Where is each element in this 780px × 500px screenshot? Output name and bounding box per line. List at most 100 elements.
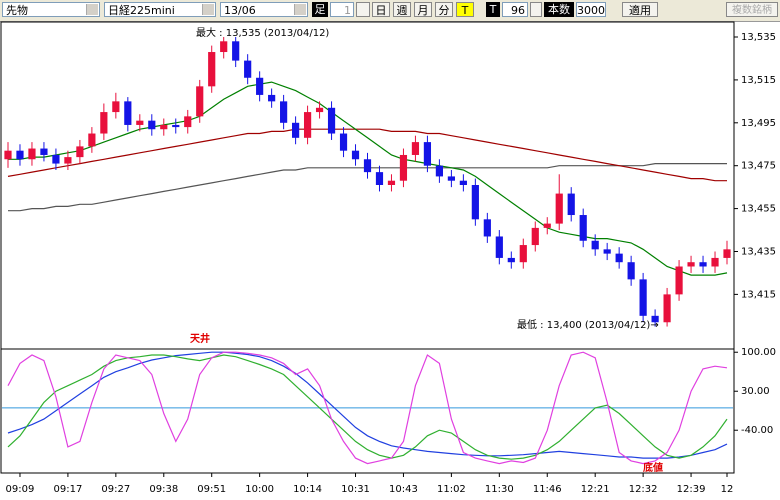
candle-body	[495, 236, 503, 258]
candle-body	[40, 148, 48, 155]
apply-button[interactable]: 適用	[622, 2, 658, 17]
pencil-icon[interactable]	[530, 2, 542, 17]
indicator-line	[7, 351, 728, 459]
y-tick-label: 13,475	[741, 161, 776, 172]
candle-body	[100, 112, 108, 134]
x-tick-label: 11:30	[485, 484, 514, 495]
annotation: 最大 : 13,535 (2013/04/12)	[196, 26, 329, 39]
candle-body	[579, 215, 587, 241]
x-tick-label: 10:14	[293, 484, 322, 495]
candle-body	[244, 60, 252, 78]
period-button[interactable]: T	[456, 2, 474, 17]
candle-body	[711, 257, 719, 267]
candle-body	[64, 157, 72, 164]
count-label: 本数	[544, 2, 574, 17]
candle-body	[603, 249, 611, 254]
candle-body	[723, 249, 731, 258]
candle-body	[351, 150, 360, 160]
candle-body	[423, 142, 432, 166]
candle-body	[675, 266, 683, 295]
plot-frame	[0, 21, 735, 474]
candle-body	[172, 124, 180, 128]
candle-body	[52, 154, 60, 164]
candle-body	[483, 219, 491, 237]
candle-body	[399, 154, 408, 181]
contract-select[interactable]: 13/06	[220, 2, 308, 17]
candle-body	[88, 133, 96, 147]
indicator-line	[7, 128, 727, 182]
indicator-line	[8, 81, 728, 276]
x-tick-label: 11:46	[533, 484, 562, 495]
candle-body	[280, 101, 288, 123]
x-tick-label: 09:09	[6, 484, 35, 495]
x-tick-label: 09:38	[149, 484, 178, 495]
candle-body	[687, 262, 695, 267]
candle-body	[543, 223, 551, 228]
annotation: 底値	[643, 461, 663, 474]
candle-body	[447, 176, 455, 181]
candle-body	[76, 146, 84, 158]
y-tick-label: 13,435	[741, 246, 776, 257]
candle-body	[184, 116, 192, 128]
bar-size[interactable]: 1	[330, 2, 354, 17]
candle-body	[292, 122, 300, 138]
candle-body	[148, 120, 156, 130]
x-tick-label: 09:27	[101, 484, 130, 495]
x-tick-label: 10:00	[245, 484, 274, 495]
candle-body	[411, 142, 420, 155]
market-select[interactable]: 先物	[2, 2, 100, 17]
candle-body	[663, 294, 671, 323]
y-tick-label: 13,415	[741, 289, 776, 300]
candle-body	[196, 86, 204, 117]
y-tick-label: 30.00	[741, 386, 770, 397]
candle-body	[136, 120, 144, 125]
x-tick-label: 09:17	[53, 484, 82, 495]
x-tick-label: 11:02	[437, 484, 466, 495]
period-button[interactable]: 日	[372, 2, 390, 17]
bar-label: 足	[312, 2, 328, 17]
x-tick-label: 12:21	[581, 484, 610, 495]
candle-body	[435, 165, 443, 177]
multi-button[interactable]: 複数銘柄	[726, 2, 778, 17]
candle-body	[327, 107, 336, 134]
product-select[interactable]: 日経225mini	[104, 2, 216, 17]
candle-body	[639, 279, 647, 316]
indicator-line	[7, 351, 728, 465]
period-button[interactable]: 月	[414, 2, 432, 17]
count-value[interactable]: 3000	[576, 2, 606, 17]
candle-body	[567, 193, 575, 216]
candle-body	[363, 159, 372, 173]
candle-body	[699, 262, 707, 267]
candle-body	[627, 262, 635, 280]
candle-body	[256, 77, 264, 95]
x-tick-label: 12:32	[629, 484, 658, 495]
candle-body	[315, 107, 324, 113]
x-tick-label: 12:39	[677, 484, 706, 495]
x-tick-label: 10:31	[341, 484, 370, 495]
candle-body	[303, 112, 312, 138]
candle-body	[651, 315, 659, 323]
candle-body	[124, 101, 132, 125]
candle-body	[232, 41, 240, 61]
candle-body	[16, 150, 24, 160]
candle-body	[519, 245, 527, 263]
tick-label: T	[486, 2, 500, 17]
candle-body	[28, 148, 36, 160]
candle-body	[459, 180, 467, 185]
y-tick-label: 13,515	[741, 75, 776, 86]
y-tick-label: 13,455	[741, 204, 776, 215]
candle-body	[160, 124, 168, 130]
period-button[interactable]: 週	[393, 2, 411, 17]
annotation: 天井	[190, 332, 210, 345]
period-button[interactable]: 分	[435, 2, 453, 17]
y-tick-label: -40.00	[741, 425, 773, 436]
candle-body	[615, 253, 623, 263]
pencil-icon[interactable]	[356, 2, 370, 17]
candle-body	[555, 193, 563, 224]
x-tick-label: 09:51	[197, 484, 226, 495]
candle-body	[339, 133, 348, 151]
tick-value[interactable]: 96	[502, 2, 528, 17]
